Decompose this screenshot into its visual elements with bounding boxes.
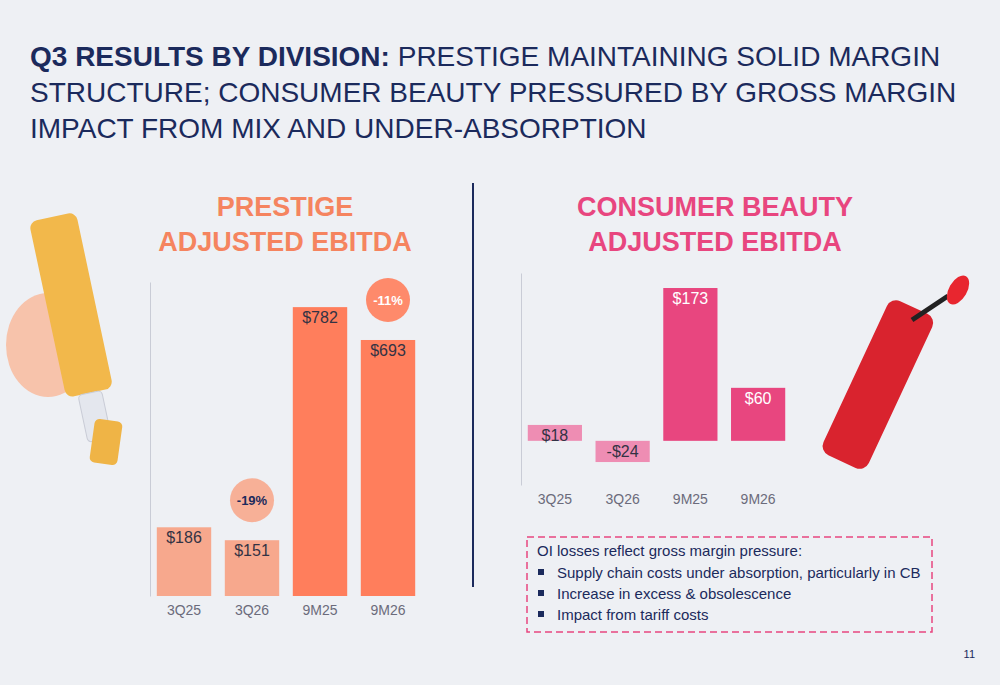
tick-label: 3Q25 [538,491,572,507]
note-item: Supply chain costs under absorption, par… [557,564,921,581]
tick: 9M26 [370,596,405,618]
product-shape [819,297,936,472]
y-axis [521,274,522,486]
data-label: $782 [302,309,338,326]
x-axis: 3Q25 3Q26 9M25 9M26 [167,596,406,618]
product-shape [942,272,974,309]
badge-label: -19% [237,493,268,508]
tick: 3Q25 [167,596,201,618]
page-number: 11 [964,648,975,660]
bullet [538,611,544,617]
note-box [527,537,932,632]
product-shape [29,212,123,445]
tick-label: 3Q26 [235,602,269,618]
divider [472,183,474,587]
bullet [538,569,544,575]
data-label: $18 [542,427,569,444]
y-axis [150,283,151,597]
product-shape [89,418,123,465]
panel-title-line: ADJUSTED EBITDA [588,227,842,257]
tick-label: 3Q25 [167,602,201,618]
notes: OI losses reflect gross margin pressure:… [527,537,932,632]
bar [731,388,785,441]
title-text: STRUCTURE; CONSUMER BEAUTY PRESSURED BY … [30,77,956,108]
data-labels: $186 $151 $782 $693 [166,309,406,559]
data-label: $151 [234,542,270,559]
tick-label: 9M26 [370,602,405,618]
x-axis: 3Q25 3Q26 9M25 9M26 [538,485,776,507]
panel-title-line: PRESTIGE [217,192,354,222]
axis-line [521,274,522,486]
chart-panel: CONSUMER BEAUTY ADJUSTED EBITDA $18 -$24 $17… [522,192,854,507]
tick: 3Q26 [606,485,640,507]
product-shape [29,212,113,398]
data-labels: $18 -$24 $173 $60 [542,290,772,460]
chart-panel: PRESTIGE ADJUSTED EBITDA $186 $151 $782 $693 3… [151,192,416,618]
badge [366,278,410,322]
panel-title: CONSUMER BEAUTY ADJUSTED EBITDA [577,192,853,257]
title: Q3 RESULTS BY DIVISION: PRESTIGE MAINTAI… [30,41,956,144]
badge [230,478,274,522]
bar [663,288,717,441]
bar [225,540,279,596]
note-heading: OI losses reflect gross margin pressure: [537,542,802,559]
annotations: -19% -11% [230,278,410,522]
tick-label: 9M25 [673,491,708,507]
bar [157,527,211,596]
bar [596,441,650,462]
badge-label: -11% [373,293,403,308]
data-label: $60 [745,390,772,407]
tick-label: 9M25 [302,602,337,618]
title-line: IMPACT FROM MIX AND UNDER-ABSORPTION [30,113,647,144]
background [0,0,1000,685]
product-shape [912,296,948,320]
bullet [538,590,544,596]
data-label: $173 [673,290,709,307]
note-item: Impact from tariff costs [557,606,708,623]
panel-title-line: ADJUSTED EBITDA [158,227,412,257]
panel-title-line: CONSUMER BEAUTY [577,192,853,222]
bar [361,340,415,596]
slide: Q3 RESULTS BY DIVISION: PRESTIGE MAINTAI… [0,0,1000,685]
title-text: IMPACT FROM MIX AND UNDER-ABSORPTION [30,113,647,144]
data-label: -$24 [607,443,639,460]
tick: 3Q26 [235,596,269,618]
tick: 3Q25 [538,485,572,507]
bars [528,288,785,462]
data-label: $186 [166,529,202,546]
data-label: $693 [370,342,406,359]
note-item: Increase in excess & obsolescence [557,585,791,602]
tick-label: 9M26 [741,491,776,507]
title-text: PRESTIGE MAINTAINING SOLID MARGIN [398,41,940,72]
tick-label: 3Q26 [606,491,640,507]
product-illustration [6,212,123,466]
tick: 9M25 [302,596,337,618]
tick: 9M25 [673,485,708,507]
panel-title: PRESTIGE ADJUSTED EBITDA [158,192,412,257]
bars [157,307,415,596]
title-line: Q3 RESULTS BY DIVISION: PRESTIGE MAINTAI… [30,41,940,72]
product-illustration [819,272,973,472]
tick: 9M26 [741,485,776,507]
axis-line [150,283,151,597]
title-text: Q3 RESULTS BY DIVISION: [30,41,398,72]
title-line: STRUCTURE; CONSUMER BEAUTY PRESSURED BY … [30,77,956,108]
bar [293,307,347,596]
